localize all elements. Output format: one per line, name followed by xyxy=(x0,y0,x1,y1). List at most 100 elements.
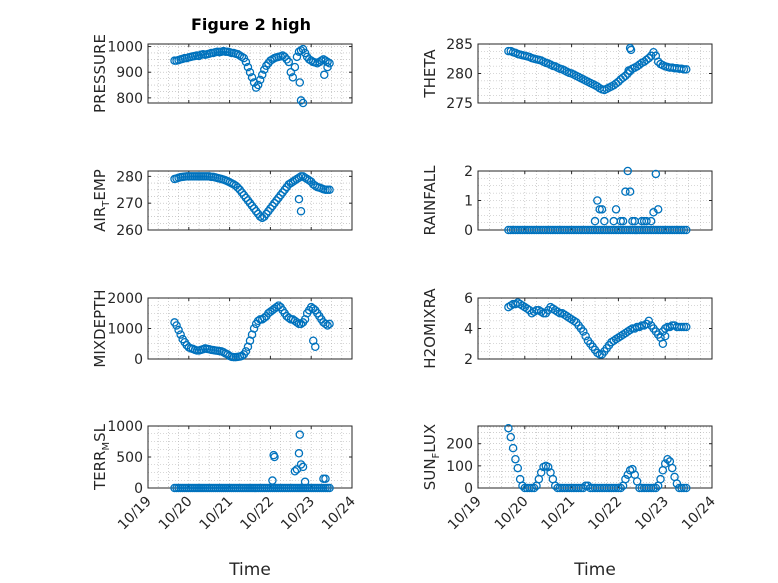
y-tick-label: 275 xyxy=(446,96,473,112)
data-point xyxy=(660,331,670,341)
x-tick-label: 10/19 xyxy=(445,494,485,534)
data-points xyxy=(504,298,691,359)
data-point xyxy=(176,330,185,339)
y-tick-label: 6 xyxy=(464,291,473,307)
data-point xyxy=(504,423,513,433)
data-point xyxy=(249,324,259,333)
subplot-sunlux: 0 100 200 10/19 10/20 10/21 10/22 10/23 10/24 SUN… xyxy=(421,424,719,580)
y-tick-label: 0 xyxy=(464,223,473,239)
y-tick-label: 1000 xyxy=(107,322,143,338)
data-point xyxy=(649,483,658,493)
data-point xyxy=(296,206,306,216)
data-point xyxy=(323,57,332,67)
data-point xyxy=(611,79,621,88)
data-point xyxy=(253,80,263,90)
data-point xyxy=(290,467,300,476)
x-tick-label: 10/23 xyxy=(632,494,672,534)
data-point xyxy=(284,57,294,67)
data-point xyxy=(625,187,635,196)
data-point xyxy=(172,321,181,330)
data-point xyxy=(295,430,305,439)
data-point xyxy=(174,325,183,335)
data-point xyxy=(614,77,623,87)
subplot-theta: 275 280 285 THETA xyxy=(421,37,713,112)
data-point xyxy=(325,319,334,329)
data-point xyxy=(294,194,304,204)
data-point xyxy=(251,83,261,92)
data-point xyxy=(237,52,247,62)
data-point xyxy=(311,342,320,352)
y-tick-label: 900 xyxy=(116,65,143,81)
data-point xyxy=(506,432,516,442)
data-point xyxy=(621,187,630,196)
y-tick-label: 1000 xyxy=(107,40,143,56)
data-point xyxy=(282,55,291,64)
data-point xyxy=(247,73,257,82)
data-point xyxy=(660,459,670,468)
y-tick-label: 200 xyxy=(446,437,473,453)
data-point xyxy=(296,96,306,105)
data-points xyxy=(170,301,334,362)
data-point xyxy=(595,205,604,214)
data-points xyxy=(170,430,334,493)
data-point xyxy=(527,483,537,493)
y-tick-label: 2 xyxy=(464,352,473,368)
data-point xyxy=(532,305,541,315)
y-tick-label: 280 xyxy=(446,67,473,83)
subplot-rainfall: 0 1 2 RAINFALL xyxy=(421,164,713,239)
data-point xyxy=(286,67,296,77)
x-axis-label: Time xyxy=(573,560,616,580)
data-point xyxy=(245,67,255,77)
data-point xyxy=(590,216,600,226)
data-point xyxy=(637,216,647,226)
data-point xyxy=(243,62,253,72)
data-points xyxy=(504,423,691,493)
y-axis-label: SUNFLUX xyxy=(421,424,442,490)
data-point xyxy=(321,474,330,483)
axes-frame xyxy=(477,425,713,489)
data-point xyxy=(268,476,277,485)
data-point xyxy=(600,216,609,226)
data-point xyxy=(288,73,298,82)
data-point xyxy=(323,62,332,72)
data-point xyxy=(597,205,607,214)
data-point xyxy=(653,205,663,214)
data-point xyxy=(317,56,326,65)
y-tick-label: 2 xyxy=(464,164,473,180)
data-point xyxy=(323,321,332,330)
data-points xyxy=(504,43,691,95)
y-tick-label: 1000 xyxy=(107,419,143,435)
y-tick-label: 280 xyxy=(116,169,143,185)
x-tick-label: 10/22 xyxy=(237,494,277,534)
data-point xyxy=(555,308,565,318)
data-point xyxy=(529,483,539,493)
data-point xyxy=(679,483,689,493)
data-point xyxy=(682,65,691,74)
data-point xyxy=(637,321,647,330)
data-point xyxy=(241,57,251,67)
x-tick-label: 10/20 xyxy=(492,494,532,534)
data-point xyxy=(298,98,308,108)
data-point xyxy=(294,449,304,458)
data-point xyxy=(651,169,661,179)
data-point xyxy=(663,454,672,464)
data-point xyxy=(656,474,665,484)
data-point xyxy=(579,327,588,336)
data-point xyxy=(624,66,633,75)
data-points xyxy=(170,44,334,108)
x-tick-label: 10/24 xyxy=(679,493,719,533)
y-tick-label: 2000 xyxy=(107,291,143,307)
data-point xyxy=(682,225,691,235)
data-point xyxy=(628,216,637,226)
data-point xyxy=(270,452,279,462)
data-point xyxy=(614,483,623,493)
y-axis-label: THETA xyxy=(421,49,439,99)
data-point xyxy=(658,339,668,348)
data-point xyxy=(290,62,300,72)
figure-title: Figure 2 high xyxy=(191,15,311,34)
data-point xyxy=(623,166,633,176)
data-point xyxy=(255,75,265,85)
